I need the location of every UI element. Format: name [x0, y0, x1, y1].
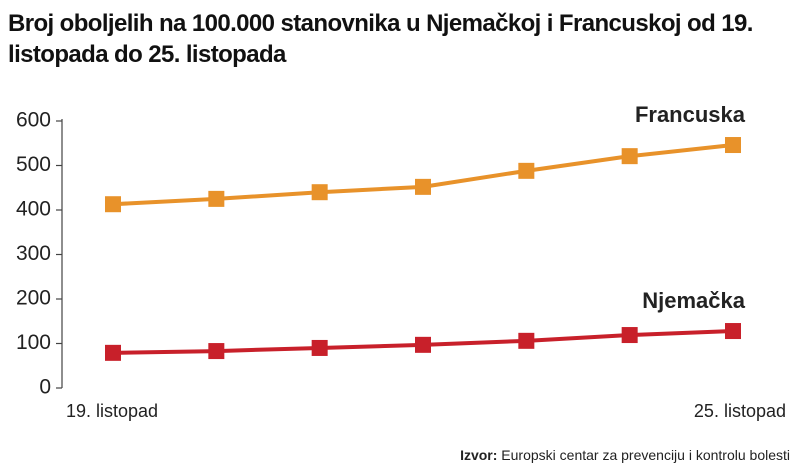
data-point — [311, 339, 328, 356]
y-tick-label: 200 — [16, 287, 51, 310]
x-tick-label: 19. listopad — [66, 401, 158, 421]
data-point — [621, 148, 638, 165]
y-tick-label: 300 — [16, 242, 51, 265]
data-point — [725, 137, 741, 154]
y-tick-label: 0 — [39, 376, 51, 399]
chart-title: Broj oboljelih na 100.000 stanovnika u N… — [8, 10, 753, 68]
x-tick-label: 25. listopad — [694, 401, 786, 421]
series-label: Francuska — [635, 102, 746, 127]
data-point — [725, 323, 741, 340]
source-text: Europski centar za prevenciju i kontrolu… — [501, 447, 790, 463]
y-tick-label: 600 — [16, 109, 51, 132]
data-point — [311, 184, 328, 201]
data-point — [208, 190, 225, 207]
data-point — [415, 336, 431, 353]
source: Izvor: Europski centar za prevenciju i k… — [460, 447, 790, 463]
data-point — [518, 162, 535, 179]
data-point — [105, 196, 121, 213]
y-tick-label: 100 — [16, 331, 51, 354]
series-label: Njemačka — [642, 288, 746, 313]
data-point — [105, 344, 121, 361]
y-tick-label: 500 — [16, 153, 51, 176]
data-point — [518, 332, 535, 349]
data-point — [621, 327, 638, 344]
data-point — [208, 343, 225, 360]
source-label: Izvor: — [460, 447, 498, 463]
y-tick-label: 400 — [16, 198, 51, 221]
series-line — [112, 143, 734, 207]
data-point — [415, 178, 431, 195]
